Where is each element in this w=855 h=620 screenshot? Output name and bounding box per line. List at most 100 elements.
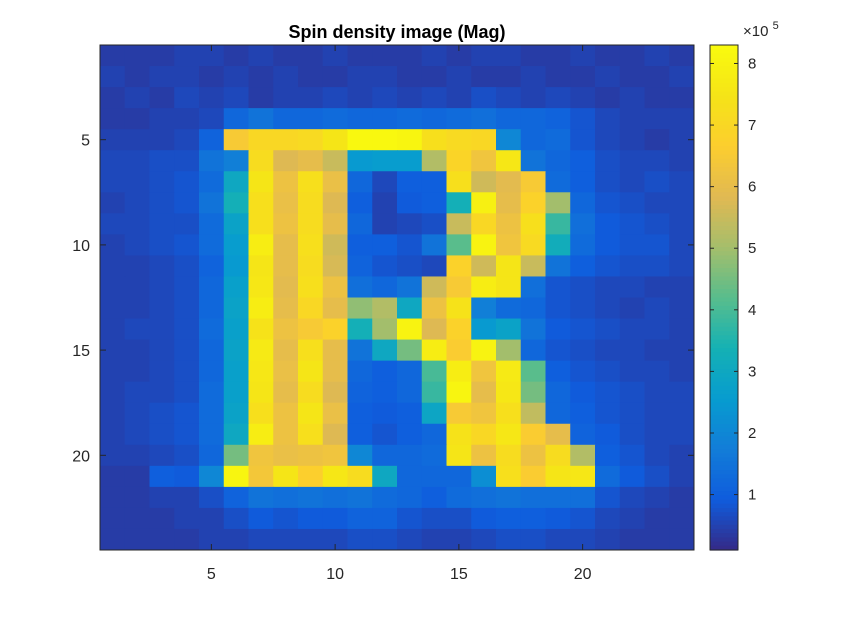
heatmap-cell-r2-c23 (644, 66, 670, 88)
heatmap-cell-r9-c5 (199, 213, 225, 235)
heatmap-cell-r24-c12 (372, 528, 398, 551)
heatmap-cell-r14-c3 (149, 318, 175, 341)
heatmap-cell-r9-c11 (347, 213, 373, 235)
heatmap-cell-r22-c6 (223, 486, 249, 509)
colorbar-strip (710, 272, 738, 278)
heatmap-cell-r17-c10 (322, 381, 348, 404)
heatmap-cell-r7-c7 (248, 171, 274, 193)
colorbar-strip (710, 183, 738, 189)
heatmap-cell-r15-c5 (199, 339, 225, 362)
heatmap-cell-r7-c16 (471, 171, 497, 193)
heatmap-cell-r11-c15 (446, 255, 472, 277)
heatmap-cell-r7-c23 (644, 171, 670, 193)
heatmap-cell-r11-c12 (372, 255, 398, 277)
heatmap-cell-r19-c11 (347, 423, 373, 446)
heatmap-cell-r18-c8 (273, 402, 299, 425)
x-tick-label-5: 5 (207, 566, 216, 583)
colorbar-strip (710, 356, 738, 362)
heatmap-cell-r7-c2 (124, 171, 150, 193)
colorbar-strip (710, 91, 738, 97)
heatmap-cell-r4-c12 (372, 108, 398, 130)
heatmap-cell-r1-c22 (619, 45, 645, 67)
colorbar-strip (710, 499, 738, 505)
heatmap-cell-r24-c3 (149, 528, 175, 551)
heatmap-cell-r9-c24 (669, 213, 695, 235)
heatmap-cell-r22-c21 (595, 486, 621, 509)
heatmap-cell-r20-c15 (446, 444, 472, 467)
heatmap-cell-r21-c17 (496, 465, 522, 488)
heatmap-cell-r15-c17 (496, 339, 522, 362)
heatmap-cell-r13-c17 (496, 297, 522, 320)
heatmap-cell-r23-c23 (644, 507, 670, 530)
heatmap-cell-r20-c19 (545, 444, 571, 467)
colorbar-strip (710, 360, 738, 366)
heatmap-cell-r11-c6 (223, 255, 249, 277)
heatmap-cell-r9-c14 (421, 213, 447, 235)
colorbar-strip (710, 268, 738, 273)
heatmap-cell-r14-c20 (570, 318, 596, 341)
heatmap-cell-r2-c6 (223, 66, 249, 88)
heatmap-cell-r8-c15 (446, 192, 472, 214)
heatmap-cell-r11-c24 (669, 255, 695, 277)
heatmap-cell-r6-c22 (619, 150, 645, 172)
heatmap-cell-r17-c12 (372, 381, 398, 404)
heatmap-cell-r3-c13 (397, 87, 423, 109)
heatmap-cell-r12-c7 (248, 276, 274, 298)
heatmap-cell-r14-c15 (446, 318, 472, 341)
colorbar-strip (710, 449, 738, 454)
colorbar-strip (710, 200, 738, 206)
heatmap-cell-r12-c5 (199, 276, 225, 298)
colorbar-strip (710, 124, 738, 130)
heatmap-cell-r3-c2 (124, 87, 150, 109)
heatmap-cell-r11-c14 (421, 255, 447, 277)
colorbar-strip (710, 322, 738, 328)
colorbar-strip (710, 314, 738, 320)
colorbar-strip (710, 465, 738, 471)
heatmap-cell-r6-c11 (347, 150, 373, 172)
heatmap-cell-r16-c11 (347, 360, 373, 383)
heatmap-cell-r19-c20 (570, 423, 596, 446)
heatmap-cell-r13-c24 (669, 297, 695, 320)
colorbar-strip (710, 520, 738, 526)
heatmap-cell-r5-c19 (545, 129, 571, 151)
heatmap-cell-r4-c6 (223, 108, 249, 130)
heatmap-cell-r10-c18 (520, 234, 546, 256)
heatmap-cell-r12-c14 (421, 276, 447, 298)
colorbar-strip (710, 528, 738, 534)
heatmap-cell-r6-c16 (471, 150, 497, 172)
heatmap-cell-r21-c9 (298, 465, 324, 488)
heatmap-cell-r8-c4 (174, 192, 200, 214)
colorbar-strip (710, 175, 738, 181)
heatmap-cell-r22-c5 (199, 486, 225, 509)
heatmap-cell-r23-c8 (273, 507, 299, 530)
heatmap-cell-r11-c8 (273, 255, 299, 277)
heatmap-cell-r7-c13 (397, 171, 423, 193)
heatmap-cell-r19-c6 (223, 423, 249, 446)
heatmap-cell-r9-c19 (545, 213, 571, 235)
heatmap-cell-r4-c4 (174, 108, 200, 130)
colorbar-strip (710, 217, 738, 223)
heatmap-cell-r2-c17 (496, 66, 522, 88)
heatmap-cell-r7-c8 (273, 171, 299, 193)
heatmap-cell-r1-c15 (446, 45, 472, 67)
colorbar-strip (710, 343, 738, 349)
heatmap-cell-r11-c1 (100, 255, 126, 277)
heatmap-cell-r1-c17 (496, 45, 522, 67)
heatmap-cell-r15-c23 (644, 339, 670, 362)
colorbar-strip (710, 293, 738, 299)
heatmap-cell-r3-c14 (421, 87, 447, 109)
heatmap-cell-r4-c22 (619, 108, 645, 130)
heatmap-cell-r2-c12 (372, 66, 398, 88)
colorbar-strip (710, 474, 738, 480)
colorbar-strip (710, 444, 738, 450)
heatmap-cell-r23-c12 (372, 507, 398, 530)
colorbar-strip (710, 415, 738, 421)
heatmap-cell-r4-c20 (570, 108, 596, 130)
heatmap-cell-r20-c4 (174, 444, 200, 467)
heatmap-cell-r14-c12 (372, 318, 398, 341)
heatmap-cell-r3-c5 (199, 87, 225, 109)
heatmap-cell-r10-c15 (446, 234, 472, 256)
heatmap-cell-r8-c3 (149, 192, 175, 214)
heatmap-cell-r3-c17 (496, 87, 522, 109)
heatmap-cell-r16-c18 (520, 360, 546, 383)
